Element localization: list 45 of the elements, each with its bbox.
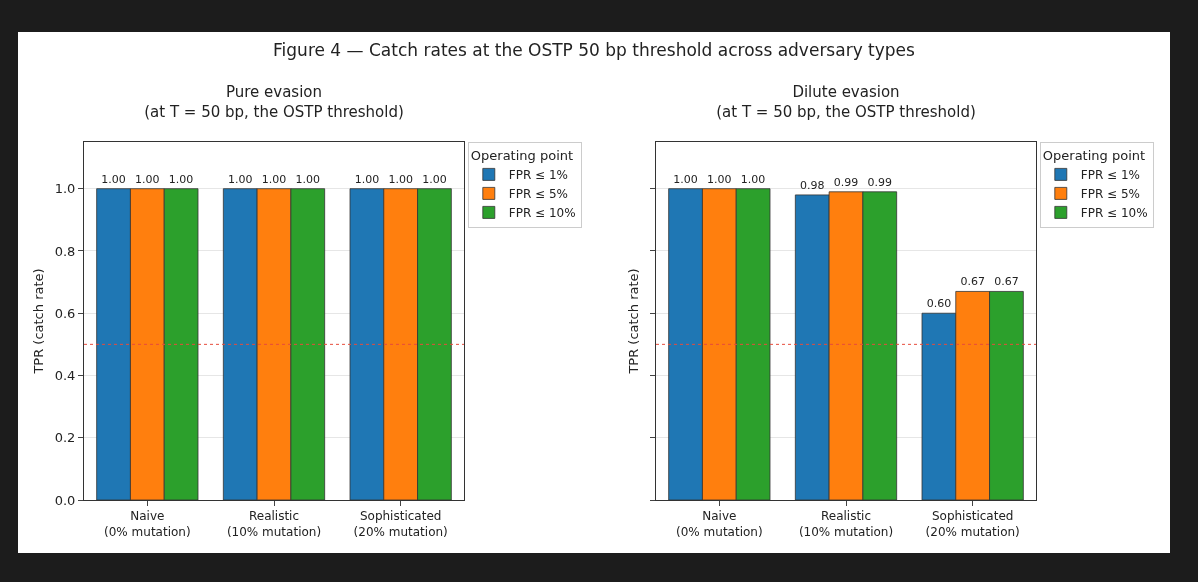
legend-label: FPR ≤ 5% [508, 187, 568, 202]
data-label: 1.00 [673, 172, 698, 186]
data-label: 1.00 [707, 172, 732, 186]
chart-title: Dilute evasion [792, 83, 900, 102]
data-label: 1.00 [227, 172, 253, 186]
data-label: 0.60 [926, 297, 952, 311]
y-axis-title: TPR (catch rate) [625, 268, 641, 375]
chart-subtitle: (at T = 50 bp, the OSTP threshold) [144, 102, 404, 121]
x-tick-label: Realistic (10% mutation) [226, 509, 322, 539]
data-label: 0.98 [799, 178, 825, 192]
y-tick-label: 0.4 [54, 368, 76, 384]
y-tick-label: 0.2 [54, 430, 76, 446]
legend-label: FPR ≤ 10% [508, 206, 576, 221]
y-tick-label: 0.6 [54, 305, 76, 321]
x-tick-label: Realistic (10% mutation) [798, 509, 894, 539]
data-label: 1.00 [422, 172, 447, 186]
legend-label: FPR ≤ 1% [1080, 168, 1140, 183]
data-label: 0.67 [994, 275, 1019, 289]
data-label: 1.00 [354, 172, 380, 186]
data-label: 0.99 [867, 175, 893, 189]
x-tick-label: Sophisticated (20% mutation) [925, 509, 1020, 539]
data-label: 1.00 [135, 172, 160, 186]
data-label: 1.00 [740, 172, 766, 186]
chart-subtitle: (at T = 50 bp, the OSTP threshold) [716, 102, 976, 121]
y-tick-label: 0.8 [54, 243, 76, 259]
data-label: 1.00 [101, 172, 126, 186]
chart-title: Pure evasion [225, 83, 323, 102]
legend-label: FPR ≤ 1% [508, 168, 568, 183]
data-label: 1.00 [388, 172, 413, 186]
y-tick-label: 0.0 [54, 492, 76, 508]
legend-label: FPR ≤ 10% [1080, 206, 1148, 221]
x-tick-label: Naive (0% mutation) [676, 509, 763, 539]
y-tick-label: 1.0 [54, 181, 76, 197]
caption: Figure 4 — Catch rates at the OSTP 50 bp threshold across adversary types [272, 40, 916, 60]
y-axis-title: TPR (catch rate) [30, 268, 46, 375]
data-label: 1.00 [295, 172, 321, 186]
data-label: 0.67 [960, 275, 985, 289]
x-tick-label: Naive (0% mutation) [104, 509, 191, 539]
data-label: 1.00 [168, 172, 194, 186]
x-tick-label: Sophisticated (20% mutation) [353, 509, 448, 539]
data-label: 0.99 [833, 175, 859, 189]
legend-title: Operating point [1042, 147, 1146, 163]
data-label: 1.00 [261, 172, 287, 186]
legend-label: FPR ≤ 5% [1080, 187, 1140, 202]
legend-title: Operating point [470, 147, 574, 163]
